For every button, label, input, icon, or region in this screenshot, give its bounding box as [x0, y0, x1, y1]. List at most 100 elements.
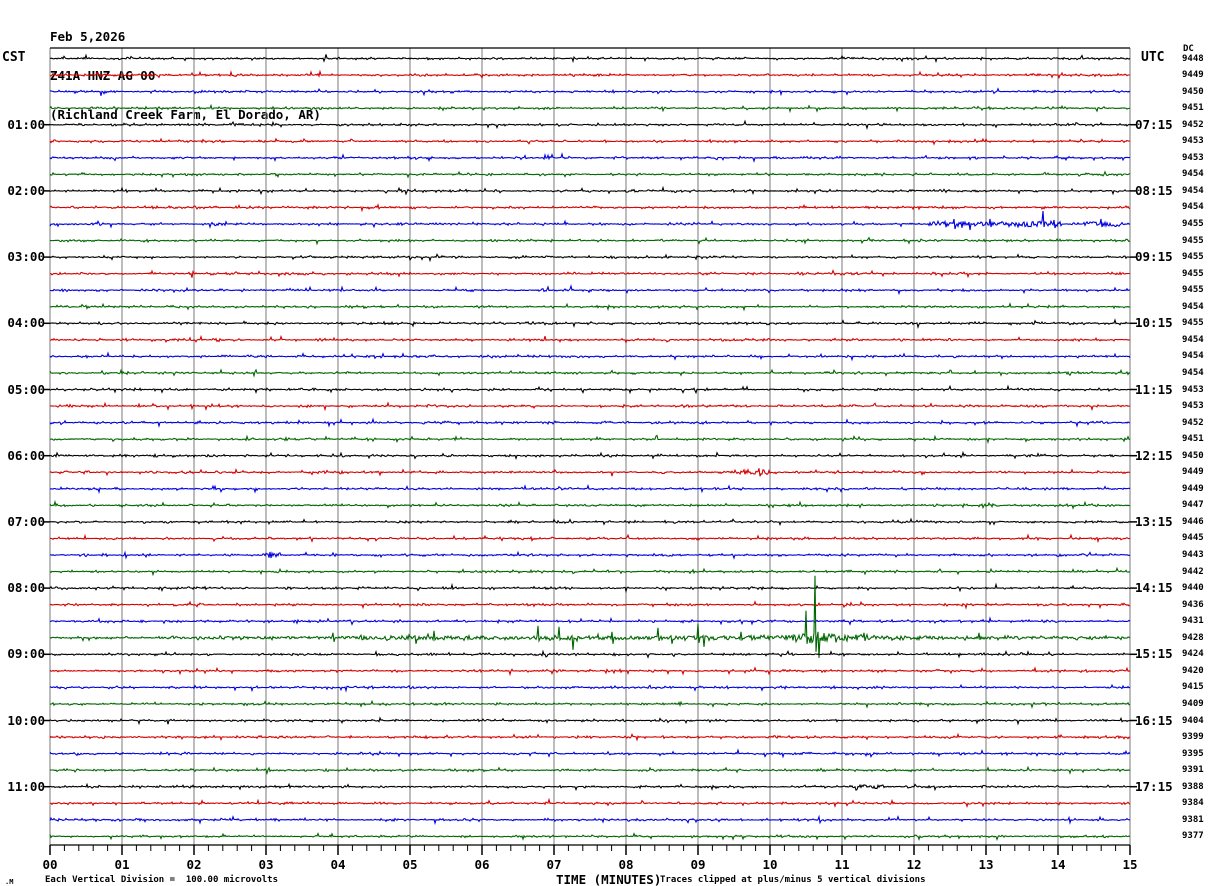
clip-note: Traces clipped at plus/minus 5 vertical …	[660, 875, 926, 885]
trace-row-0730	[50, 550, 1131, 560]
dc-value: 9455	[1182, 285, 1204, 296]
x-tick-label: 15	[1122, 857, 1138, 872]
trace-row-0300	[49, 253, 1131, 263]
trace-row-0900	[49, 649, 1131, 659]
trace-row-0715	[49, 533, 1131, 544]
trace-row-0930	[49, 683, 1131, 693]
trace-row-0800	[49, 582, 1131, 594]
left-hour-label: 05:00	[7, 381, 45, 397]
dc-value: 9455	[1182, 235, 1204, 246]
trace-row-0015	[50, 69, 1131, 80]
trace-row-0245	[49, 236, 1131, 246]
x-tick-label: 07	[546, 857, 562, 872]
left-hour-label: 09:00	[7, 646, 45, 662]
dc-value: 9453	[1182, 152, 1204, 163]
trace-row-0430	[49, 351, 1131, 362]
x-tick-label: 00	[42, 857, 58, 872]
left-hour-label: 10:00	[7, 712, 45, 728]
seismogram-traces	[49, 53, 1131, 842]
dc-column-header: DC	[1183, 44, 1194, 54]
trace-row-0200	[49, 185, 1131, 196]
trace-row-0915	[49, 666, 1131, 677]
left-timezone-label: CST	[2, 50, 26, 65]
minute-gridlines	[49, 48, 1131, 845]
trace-row-0515	[49, 401, 1130, 412]
trace-row-0330	[49, 284, 1131, 296]
dc-value: 9454	[1182, 334, 1204, 345]
right-hour-label: 16:15	[1135, 712, 1173, 728]
x-tick-label: 06	[474, 857, 490, 872]
dc-value: 9452	[1182, 417, 1204, 428]
scale-note: Each Vertical Division = 100.00 microvol…	[45, 875, 278, 885]
trace-row-0100	[49, 119, 1131, 130]
trace-row-0415	[49, 334, 1131, 344]
dc-value: 9415	[1182, 682, 1204, 693]
left-hour-label: 06:00	[7, 447, 45, 463]
dc-value: 9420	[1182, 665, 1204, 676]
header-location: (Richland Creek Farm, El Dorado, AR)	[50, 107, 321, 122]
dc-value: 9450	[1182, 86, 1204, 97]
trace-row-1045	[49, 765, 1131, 776]
trace-row-0315	[49, 269, 1131, 279]
dc-value: 9395	[1182, 748, 1204, 759]
trace-row-0215	[49, 203, 1131, 213]
dc-value: 9450	[1182, 450, 1204, 461]
dc-value: 9448	[1182, 53, 1204, 64]
dc-value: 9453	[1182, 384, 1204, 395]
dc-value: 9455	[1182, 268, 1204, 279]
trace-row-0130	[49, 152, 1130, 163]
trace-row-1100	[49, 782, 1130, 792]
left-hour-label: 08:00	[7, 580, 45, 596]
trace-row-0645	[49, 499, 1131, 510]
x-tick-label: 01	[114, 857, 130, 872]
trace-row-0545	[49, 434, 1131, 445]
x-tick-label: 08	[618, 857, 634, 872]
trace-row-0630	[49, 483, 1131, 494]
x-tick-label: 02	[186, 857, 202, 872]
dc-value: 9377	[1182, 831, 1204, 842]
dc-value: 9424	[1182, 649, 1204, 660]
trace-row-0045	[49, 103, 1131, 114]
right-hour-label: 07:15	[1135, 116, 1173, 132]
dc-value: 9454	[1182, 351, 1204, 362]
left-hour-label: 04:00	[7, 315, 45, 331]
dc-value: 9431	[1182, 616, 1204, 627]
right-hour-label: 10:15	[1135, 315, 1173, 331]
trace-row-0030	[49, 87, 1131, 97]
right-hour-label: 08:15	[1135, 182, 1173, 198]
left-hour-label: 03:00	[7, 249, 45, 265]
right-hour-label: 14:15	[1135, 580, 1173, 596]
dc-value: 9388	[1182, 781, 1204, 792]
dc-value: 9445	[1182, 533, 1204, 544]
x-tick-label: 13	[978, 857, 994, 872]
x-tick-label: 14	[1050, 857, 1066, 872]
trace-row-0815	[49, 600, 1131, 610]
dc-value: 9449	[1182, 483, 1204, 494]
trace-row-0945	[49, 699, 1131, 709]
dc-value: 9455	[1182, 252, 1204, 263]
x-tick-label: 04	[330, 857, 346, 872]
dc-value: 9404	[1182, 715, 1204, 726]
plot-frame	[50, 47, 1130, 846]
right-hour-label: 11:15	[1135, 381, 1173, 397]
dc-value: 9409	[1182, 698, 1204, 709]
right-hour-label: 13:15	[1135, 513, 1173, 529]
dc-value: 9453	[1182, 401, 1204, 412]
hour-ticks	[43, 123, 1137, 788]
dc-value: 9381	[1182, 814, 1204, 825]
dc-value: 9455	[1182, 318, 1204, 329]
dc-value: 9454	[1182, 301, 1204, 312]
trace-row-0145	[49, 170, 1131, 179]
dc-value: 9443	[1182, 550, 1204, 560]
x-tick-label: 10	[762, 857, 778, 872]
x-tick-label: 12	[906, 857, 922, 872]
dc-value: 9451	[1182, 434, 1204, 445]
trace-row-0400	[49, 318, 1130, 330]
left-hour-label: 07:00	[7, 513, 45, 529]
dc-value: 9454	[1182, 185, 1204, 196]
trace-row-0600	[49, 450, 1131, 460]
dc-value: 9447	[1182, 500, 1204, 511]
dc-value: 9454	[1182, 367, 1204, 378]
x-tick-label: 09	[690, 857, 706, 872]
